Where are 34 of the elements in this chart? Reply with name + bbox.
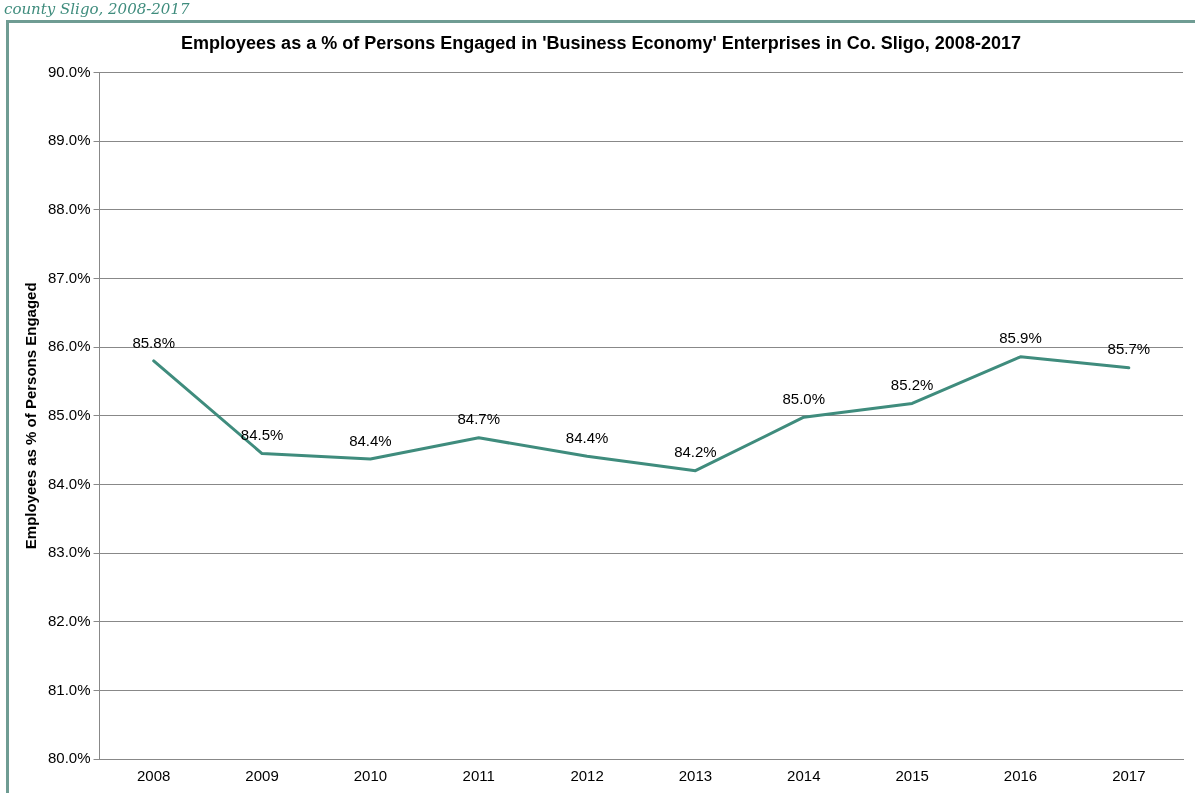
x-tick-label: 2016 [1003, 767, 1038, 785]
y-tick-label: 88.0% [47, 200, 91, 218]
y-tick-label: 87.0% [47, 268, 91, 286]
y-tick-label: 86.0% [47, 337, 91, 355]
y-tick-label: 80.0% [47, 749, 91, 767]
x-tick-label: 2010 [353, 767, 388, 785]
x-tick-label: 2013 [678, 767, 713, 785]
text: county Sligo, 2008-2017 [3, 0, 191, 20]
data-label: 84.2% [674, 443, 717, 461]
data-label: 84.7% [457, 410, 501, 428]
y-tick-label: 89.0% [47, 131, 91, 149]
data-label: 85.7% [1107, 340, 1151, 358]
x-tick-label: 2008 [137, 767, 171, 785]
y-tick-label: 81.0% [47, 680, 91, 698]
x-tick-label: 2017 [1112, 767, 1146, 785]
x-tick-label: 2011 [462, 767, 495, 785]
chart-title: Employees as a % of Persons Engaged in 'Business Economy' Enterprises in Co. Sligo, 2008-2017 [181, 32, 1021, 53]
data-label: 85.8% [132, 333, 175, 351]
x-tick-label: 2014 [787, 767, 821, 785]
x-tick-label: 2015 [895, 767, 929, 785]
y-tick-label: 85.0% [47, 405, 91, 423]
data-label: 84.4% [349, 431, 392, 449]
y-tick-label: 84.0% [47, 474, 91, 492]
data-label: 85.2% [890, 376, 934, 394]
y-axis-title: Employees as % of Persons Engaged [22, 282, 40, 550]
y-tick-label: 90.0% [47, 62, 91, 80]
data-label: 85.0% [782, 389, 826, 407]
y-tick-label: 82.0% [47, 611, 91, 629]
x-tick-label: 2012 [570, 767, 604, 785]
data-label: 84.5% [240, 426, 284, 444]
x-tick-label: 2009 [245, 767, 279, 785]
y-tick-label: 83.0% [47, 543, 91, 561]
data-label: 84.4% [565, 428, 609, 446]
data-label: 85.9% [999, 329, 1042, 347]
